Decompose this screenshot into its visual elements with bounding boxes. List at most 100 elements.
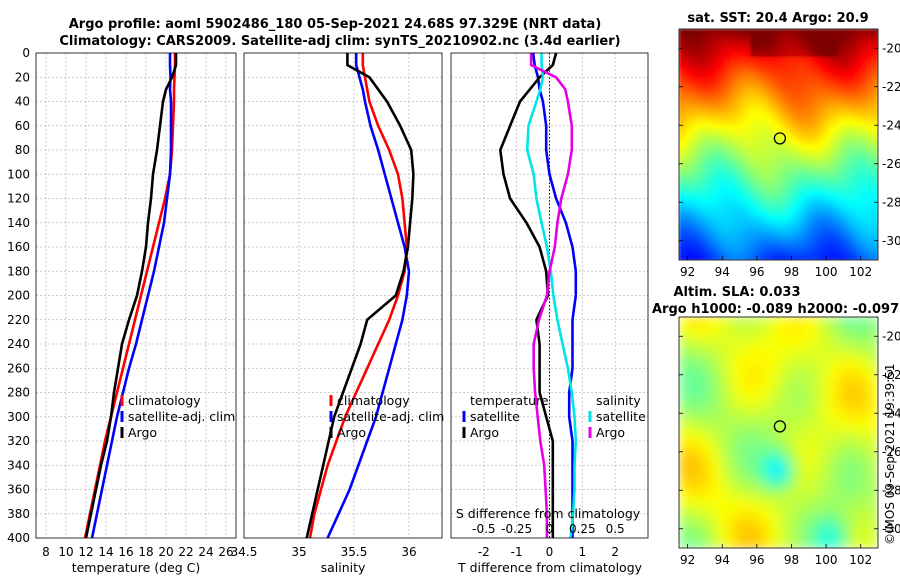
sla-cell	[798, 452, 807, 461]
sst-cell	[750, 236, 756, 241]
sst-cell	[822, 84, 827, 90]
sla-cell	[774, 317, 784, 326]
sst-cell	[862, 92, 867, 98]
sst-cell	[774, 44, 780, 50]
sst-cell	[834, 160, 839, 166]
sst-cell	[790, 184, 796, 189]
sst-cell	[874, 156, 878, 162]
sla-cell	[838, 396, 847, 406]
sst-cell	[786, 60, 792, 66]
sst-cell	[766, 92, 772, 98]
sst-cell	[754, 212, 760, 217]
sst-cell	[738, 180, 744, 185]
sst-cell	[682, 136, 688, 142]
sst-cell	[870, 64, 875, 70]
sst-cell	[706, 244, 712, 249]
sst-cell	[766, 200, 772, 205]
sla-cell	[806, 444, 815, 454]
sst-cell	[758, 148, 764, 154]
sst-cell	[718, 148, 724, 154]
sst-cell	[746, 64, 752, 70]
sla-cell	[766, 380, 776, 390]
sst-cell	[694, 116, 700, 122]
sst-cell	[814, 68, 819, 74]
sst-cell	[766, 176, 772, 181]
sst-cell	[718, 116, 724, 122]
sst-cell	[754, 244, 760, 249]
sst-cell	[694, 40, 700, 46]
sst-cell	[686, 200, 692, 205]
sst-cell	[858, 204, 863, 209]
sst-cell	[778, 72, 784, 78]
sst-cell	[738, 136, 744, 142]
sst-cell	[726, 256, 732, 260]
sst-cell	[842, 216, 847, 221]
sst-cell	[682, 196, 688, 201]
salinity-legend: climatology satellite-adj. clim Argo	[329, 393, 444, 440]
sst-cell	[874, 160, 878, 166]
sst-cell	[842, 188, 847, 193]
sst-cell	[858, 104, 863, 110]
sst-cell	[766, 68, 772, 74]
sst-cell	[826, 56, 831, 62]
sst-cell	[726, 80, 732, 86]
sst-cell	[798, 160, 803, 166]
sla-cell	[718, 404, 728, 414]
sst-cell	[846, 212, 851, 217]
sla-cell	[854, 468, 863, 477]
sst-cell	[770, 84, 776, 90]
sst-cell	[794, 232, 799, 237]
sla-cell	[679, 444, 688, 454]
sst-cell	[738, 160, 744, 166]
sst-cell	[730, 256, 736, 260]
sla-cell	[806, 484, 815, 493]
sst-cell	[858, 136, 863, 142]
sst-cell	[826, 236, 831, 241]
sst-cell	[702, 212, 708, 217]
sla-cell	[854, 332, 863, 342]
sla-cell	[774, 524, 784, 533]
sst-cell	[734, 104, 740, 110]
sst-cell	[714, 156, 720, 162]
sst-cell	[766, 216, 772, 221]
sst-cell	[722, 52, 728, 58]
sst-cell	[686, 112, 692, 118]
sla-cell	[782, 540, 792, 548]
sla-cell	[702, 524, 712, 533]
sla-cell	[686, 524, 696, 533]
sst-cell	[766, 124, 772, 130]
sst-cell	[730, 29, 736, 34]
sst-cell	[750, 244, 756, 249]
sst-cell	[730, 172, 736, 177]
sst-cell	[698, 72, 704, 78]
sst-cell	[810, 40, 815, 46]
x-tick-label: 2	[611, 545, 619, 559]
sla-cell	[734, 317, 744, 326]
sst-cell	[786, 84, 792, 90]
argo-location-marker	[773, 420, 787, 433]
sst-cell	[790, 104, 796, 110]
sst-cell	[810, 184, 815, 189]
sst-cell	[774, 152, 780, 158]
sst-cell	[866, 196, 871, 201]
sst-cell	[698, 184, 704, 189]
sla-cell	[838, 364, 847, 374]
sla-cell	[742, 492, 752, 501]
sla-cell	[846, 396, 855, 406]
sla-cell	[726, 428, 736, 438]
sst-cell	[842, 120, 847, 126]
sst-cell	[842, 116, 847, 122]
sst-cell	[690, 236, 696, 241]
sla-cell	[862, 460, 871, 469]
sst-cell	[874, 144, 878, 150]
sst-cell	[762, 160, 768, 166]
sst-cell	[686, 164, 692, 169]
sla-cell	[774, 356, 784, 366]
sst-cell	[874, 148, 878, 154]
sst-cell	[750, 84, 756, 90]
sst-cell	[798, 236, 803, 241]
sst-cell	[830, 220, 835, 225]
sla-cell	[870, 428, 878, 438]
sst-cell	[870, 220, 875, 225]
sst-cell	[758, 72, 764, 78]
